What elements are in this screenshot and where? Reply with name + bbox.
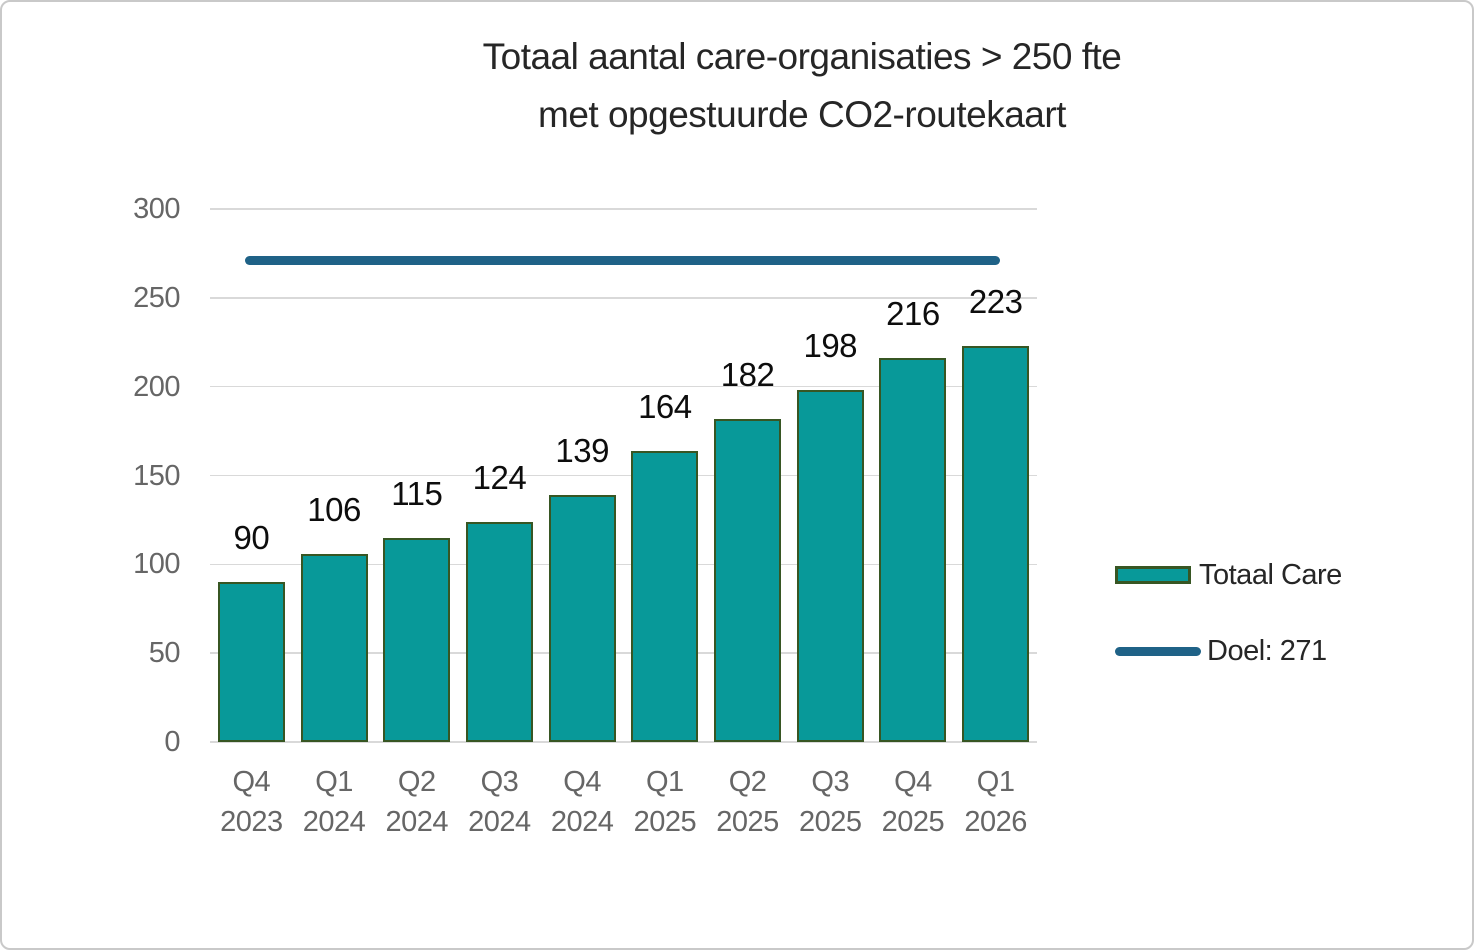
bar-value-label: 90 bbox=[233, 519, 270, 557]
y-axis-label: 150 bbox=[133, 459, 180, 492]
x-axis-label-line: Q4 bbox=[894, 766, 932, 798]
gridline bbox=[210, 563, 1037, 566]
chart-title: Totaal aantal care-organisaties > 250 ft… bbox=[202, 28, 1402, 144]
bar-q3-2024[interactable] bbox=[465, 521, 533, 742]
bar-q2-2024[interactable] bbox=[383, 537, 451, 742]
gridline bbox=[210, 385, 1037, 388]
x-axis-label-line: Q2 bbox=[728, 766, 767, 798]
legend-label-doel: Doel: 271 bbox=[1207, 635, 1327, 667]
chart-title-line1: Totaal aantal care-organisaties > 250 ft… bbox=[482, 36, 1122, 77]
x-axis-label: Q4 2024 bbox=[527, 762, 637, 842]
x-axis-label-line: 2024 bbox=[385, 806, 448, 838]
bar-q1-2026[interactable] bbox=[962, 345, 1030, 742]
x-axis-label-line: 2025 bbox=[716, 806, 779, 838]
chart-title-line2: met opgestuurde CO2-routekaart bbox=[538, 94, 1066, 135]
x-axis-label-line: 2025 bbox=[798, 806, 862, 838]
gridline bbox=[210, 652, 1037, 654]
bar-value-label: 115 bbox=[391, 474, 443, 512]
x-axis-label-line: Q3 bbox=[480, 766, 519, 798]
bar-value-label: 198 bbox=[803, 327, 858, 365]
y-axis-label: 100 bbox=[133, 548, 180, 581]
gridline bbox=[210, 297, 1037, 299]
bar-value-label: 182 bbox=[720, 355, 775, 393]
gridline bbox=[210, 474, 1037, 477]
x-axis-label-line: 2024 bbox=[468, 806, 531, 838]
x-axis-label-line: Q1 bbox=[646, 766, 684, 798]
legend-label-totaal-care: Totaal Care bbox=[1199, 559, 1342, 591]
x-axis-label-line: Q4 bbox=[563, 766, 601, 798]
x-axis-label-line: 2026 bbox=[964, 806, 1027, 838]
bar-q3-2025[interactable] bbox=[796, 390, 864, 742]
bar-q2-2025[interactable] bbox=[714, 418, 782, 742]
x-axis-label: Q3 2025 bbox=[775, 762, 885, 842]
y-axis-label: 50 bbox=[148, 637, 181, 670]
legend-item-doel[interactable]: Doel: 271 bbox=[1115, 634, 1327, 668]
x-axis-label: Q1 2025 bbox=[610, 762, 720, 842]
gridline bbox=[210, 741, 1037, 743]
bar-value-label: 106 bbox=[307, 490, 361, 528]
bar-q1-2024[interactable] bbox=[300, 553, 368, 742]
gridline bbox=[210, 208, 1037, 210]
bar-value-label: 139 bbox=[555, 432, 609, 470]
x-axis-label-line: 2024 bbox=[550, 806, 614, 838]
goal-line[interactable] bbox=[245, 256, 1000, 266]
x-axis-label-line: Q3 bbox=[811, 766, 850, 798]
bar-swatch-icon bbox=[1115, 566, 1191, 584]
x-axis-label-line: Q4 bbox=[232, 766, 271, 798]
x-axis-label-line: 2023 bbox=[220, 806, 283, 838]
bar-q1-2025[interactable] bbox=[631, 450, 699, 742]
x-axis-label-line: 2025 bbox=[881, 806, 945, 838]
y-axis-label: 200 bbox=[133, 370, 180, 403]
x-axis-label-line: Q2 bbox=[397, 766, 436, 798]
line-swatch-icon bbox=[1115, 646, 1201, 656]
y-axis-label: 300 bbox=[133, 193, 180, 225]
x-axis-label-line: Q1 bbox=[315, 766, 353, 798]
x-axis-label: Q3 2024 bbox=[444, 762, 554, 842]
legend-item-totaal-care[interactable]: Totaal Care bbox=[1115, 558, 1342, 592]
bar-value-label: 216 bbox=[886, 295, 940, 333]
bar-q4-2023[interactable] bbox=[217, 582, 285, 742]
bar-value-label: 164 bbox=[638, 387, 692, 425]
x-axis-label-line: 2024 bbox=[302, 806, 366, 838]
bar-value-label: 223 bbox=[968, 282, 1023, 320]
y-axis-label: 0 bbox=[164, 726, 180, 758]
x-axis-label: Q4 2023 bbox=[196, 762, 306, 842]
bar-q4-2025[interactable] bbox=[879, 358, 947, 742]
x-axis-label: Q2 2024 bbox=[362, 762, 472, 842]
x-axis-label: Q1 2026 bbox=[941, 762, 1051, 842]
x-axis-label: Q1 2024 bbox=[279, 762, 389, 842]
x-axis-label-line: Q1 bbox=[976, 766, 1015, 798]
x-axis-label: Q4 2025 bbox=[858, 762, 968, 842]
x-axis-label: Q2 2025 bbox=[693, 762, 803, 842]
y-axis-label: 250 bbox=[133, 281, 180, 314]
x-axis-label-line: 2025 bbox=[633, 806, 697, 838]
bar-value-label: 124 bbox=[472, 458, 527, 496]
bar-q4-2024[interactable] bbox=[548, 495, 616, 742]
